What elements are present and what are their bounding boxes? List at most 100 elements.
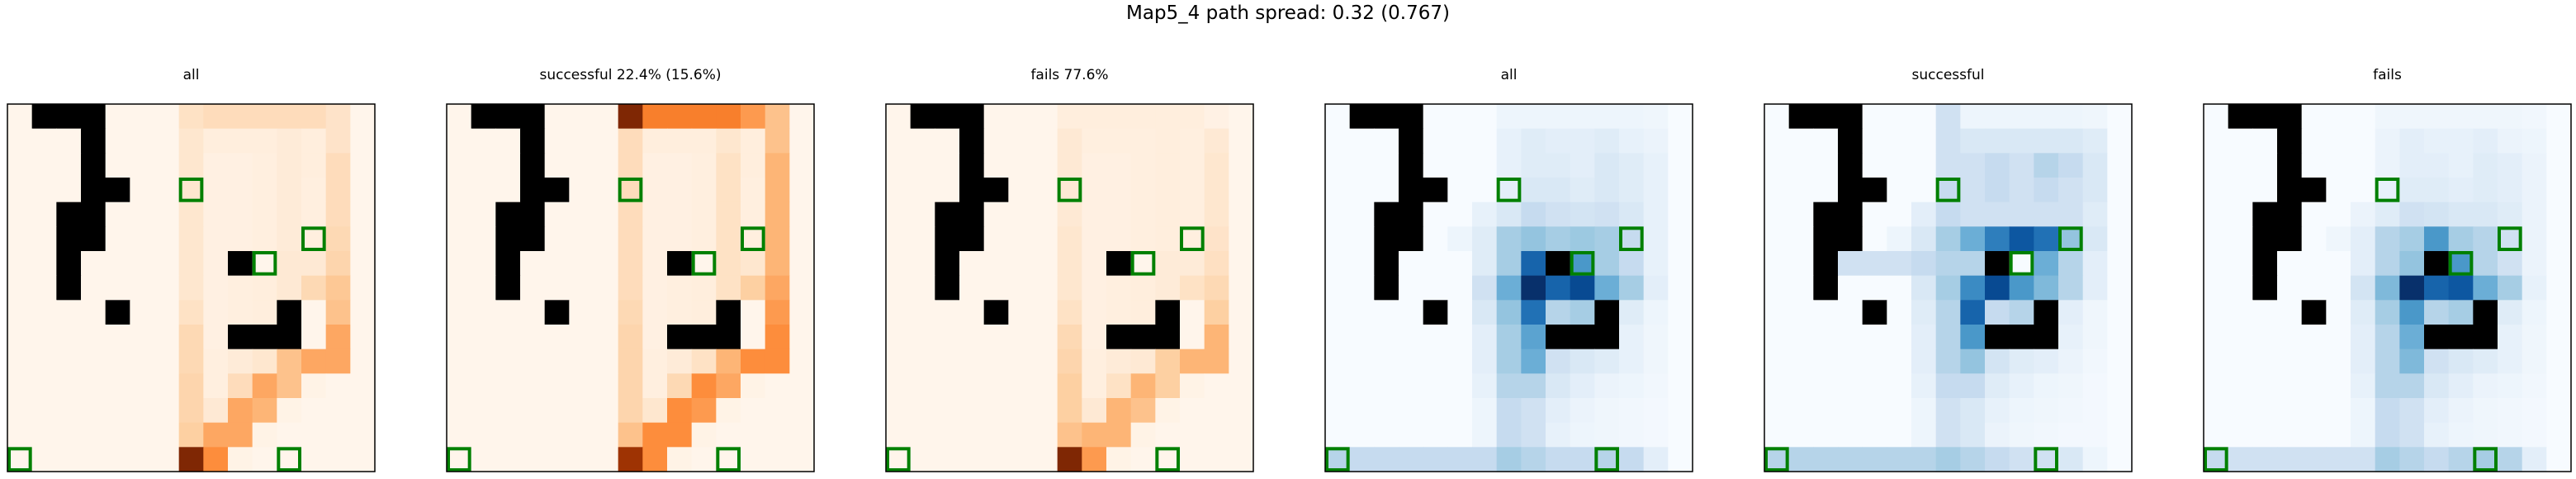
heat-cell xyxy=(2058,178,2084,203)
heat-cell xyxy=(1643,104,1669,130)
heat-cell xyxy=(2424,349,2450,374)
heat-cell xyxy=(618,447,643,472)
heat-cell xyxy=(2082,447,2108,472)
heat-cell xyxy=(277,178,302,203)
heat-cell xyxy=(935,373,960,399)
heat-cell xyxy=(447,422,472,448)
heat-cell xyxy=(1325,422,1351,448)
heat-cell xyxy=(471,226,496,252)
target-marker xyxy=(2448,251,2474,276)
heat-cell xyxy=(789,202,815,227)
heat-cell xyxy=(1423,104,1448,130)
heat-cell xyxy=(1057,349,1082,374)
wall-cell xyxy=(56,104,82,130)
heat-cell xyxy=(618,422,643,448)
heat-cell xyxy=(1594,153,1620,178)
heat-cell xyxy=(1447,275,1473,301)
heat-cell xyxy=(1887,300,1912,325)
wall-cell xyxy=(667,325,693,350)
heat-cell xyxy=(2082,349,2108,374)
heat-cell xyxy=(81,275,107,301)
heat-cell xyxy=(2301,275,2327,301)
heat-cell xyxy=(2424,275,2450,301)
heat-cell xyxy=(2252,178,2278,203)
heat-cell xyxy=(31,226,57,252)
heat-cell xyxy=(618,104,643,130)
heat-cell xyxy=(1180,300,1205,325)
heat-cell xyxy=(203,447,229,472)
heat-cell xyxy=(910,251,935,277)
heat-cell xyxy=(1180,104,1205,130)
heat-cell xyxy=(1155,128,1181,154)
heat-cell xyxy=(1057,398,1082,424)
heat-cell xyxy=(1204,153,1229,178)
heat-cell xyxy=(105,251,130,277)
heat-cell xyxy=(2498,373,2523,399)
heat-cell xyxy=(1960,226,1986,252)
heat-cell xyxy=(1960,178,1986,203)
heat-cell xyxy=(1985,422,2010,448)
wall-cell xyxy=(959,226,985,252)
heat-cell xyxy=(1813,300,1839,325)
heat-cell xyxy=(1423,325,1448,350)
heat-cell xyxy=(1447,104,1473,130)
heat-cell xyxy=(178,275,204,301)
heat-cell xyxy=(1349,349,1375,374)
heat-cell xyxy=(81,349,107,374)
heat-cell xyxy=(1862,422,1887,448)
heat-cell xyxy=(1472,104,1498,130)
wall-cell xyxy=(983,178,1009,203)
heat-cell xyxy=(1619,178,1645,203)
heat-cell xyxy=(594,153,619,178)
heat-cell xyxy=(1546,104,1571,130)
wall-cell xyxy=(2277,226,2303,252)
heat-cell xyxy=(350,398,376,424)
panel-title: fails 77.6% xyxy=(1030,67,1109,83)
heat-cell xyxy=(7,226,33,252)
target-marker xyxy=(1619,226,1644,252)
heat-cell xyxy=(691,202,717,227)
heat-cell xyxy=(2034,226,2059,252)
heat-cell xyxy=(765,300,790,325)
heat-cell xyxy=(7,153,33,178)
heat-cell xyxy=(2082,251,2108,277)
heat-cell xyxy=(1838,325,1863,350)
heat-cell xyxy=(1325,373,1351,399)
heat-cell xyxy=(1788,226,1814,252)
heat-cell xyxy=(2448,398,2474,424)
heat-cell xyxy=(2252,373,2278,399)
heat-cell xyxy=(2546,325,2572,350)
target-marker xyxy=(1764,447,1789,472)
heat-cell xyxy=(1399,447,1424,472)
heat-cell xyxy=(1033,202,1058,227)
heat-cell xyxy=(2301,447,2327,472)
heat-cell xyxy=(1447,202,1473,227)
heat-cell xyxy=(2009,275,2034,301)
heat-cell xyxy=(1423,153,1448,178)
heat-cell xyxy=(2498,398,2523,424)
heat-cell xyxy=(1008,226,1034,252)
heat-cell xyxy=(886,349,912,374)
heat-cell xyxy=(886,325,912,350)
heat-cell xyxy=(2301,104,2327,130)
heat-cell xyxy=(2034,398,2059,424)
heat-cell xyxy=(569,275,594,301)
heat-cell xyxy=(56,128,82,154)
heat-cell xyxy=(2228,226,2253,252)
heat-cell xyxy=(2034,153,2059,178)
heat-cell xyxy=(544,422,570,448)
heat-cell xyxy=(1033,251,1058,277)
heat-cell xyxy=(1643,300,1669,325)
heat-cell xyxy=(1521,226,1546,252)
heat-cell xyxy=(544,325,570,350)
heat-cell xyxy=(667,398,693,424)
heat-cell xyxy=(1570,373,1595,399)
heat-cell xyxy=(31,398,57,424)
heat-cell xyxy=(1788,275,1814,301)
heat-cell xyxy=(277,251,302,277)
heat-cell xyxy=(1813,349,1839,374)
heat-cell xyxy=(2034,349,2059,374)
heat-cell xyxy=(2277,422,2303,448)
heat-cell xyxy=(1862,153,1887,178)
heat-cell xyxy=(2351,422,2376,448)
